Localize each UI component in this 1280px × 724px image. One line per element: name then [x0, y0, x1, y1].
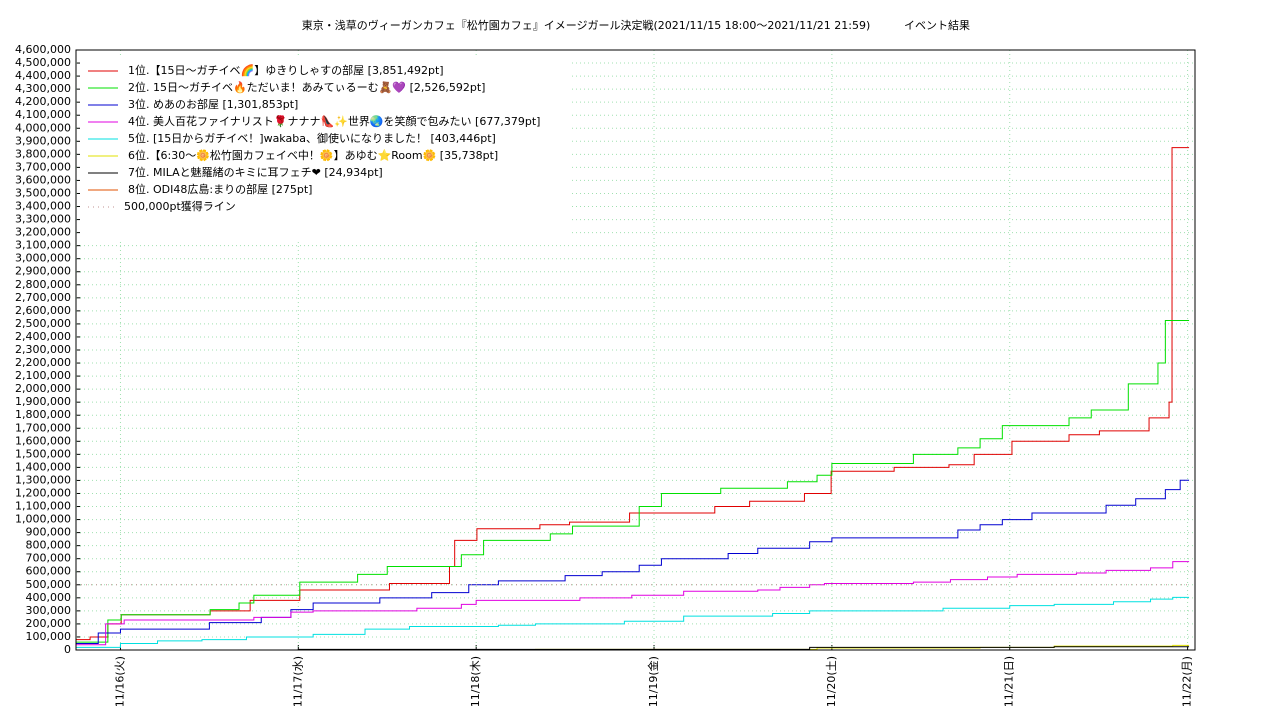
y-tick-label: 4,500,000 [15, 56, 71, 69]
x-tick-label: 11/19(金) [646, 656, 660, 707]
y-tick-label: 2,600,000 [15, 304, 71, 317]
y-tick-label: 2,100,000 [15, 369, 71, 382]
y-tick-label: 3,000,000 [15, 252, 71, 265]
y-tick-label: 4,200,000 [15, 95, 71, 108]
legend-label: 7位. MILAと魅羅緒のキミに耳フェチ❤ [24,934pt] [128, 165, 383, 179]
series-line [76, 480, 1189, 643]
y-tick-label: 1,200,000 [15, 486, 71, 499]
x-tick-label: 11/21(日) [1003, 656, 1016, 707]
chart-subtitle: イベント結果 [904, 18, 970, 32]
legend-label: 500,000pt獲得ライン [124, 200, 236, 213]
y-tick-label: 200,000 [26, 617, 72, 630]
y-tick-label: 2,000,000 [15, 382, 71, 395]
y-tick-label: 1,100,000 [15, 500, 71, 513]
legend-label: 3位. めあのお部屋 [1,301,853pt] [128, 97, 298, 111]
x-tick-label: 11/20(土) [825, 656, 838, 707]
legend-label: 8位. ODI48広島:まりの部屋 [275pt] [128, 182, 312, 196]
y-tick-label: 1,900,000 [15, 395, 71, 408]
y-tick-label: 4,100,000 [15, 108, 71, 121]
x-tick-label: 11/18(木) [469, 656, 482, 707]
y-tick-label: 900,000 [26, 526, 72, 539]
y-tick-label: 2,200,000 [15, 356, 71, 369]
y-tick-label: 1,600,000 [15, 434, 71, 447]
x-tick-label: 11/22(月) [1181, 656, 1194, 707]
y-tick-label: 3,800,000 [15, 147, 71, 160]
y-tick-label: 3,900,000 [15, 134, 71, 147]
legend-label: 5位. [15日からガチイベ！]wakaba、御使いになりました！ [403,4… [128, 131, 496, 145]
y-tick-label: 600,000 [26, 565, 72, 578]
y-tick-label: 3,700,000 [15, 160, 71, 173]
series-line [76, 320, 1189, 642]
legend: 1位.【15日～ガチイベ🌈】ゆきりしゃすの部屋 [3,851,492pt] 2位.… [80, 56, 570, 240]
y-tick-label: 1,000,000 [15, 513, 71, 526]
y-tick-label: 4,000,000 [15, 121, 71, 134]
y-tick-label: 3,200,000 [15, 226, 71, 239]
chart-title: 東京・浅草のヴィーガンカフェ『松竹園カフェ』イメージガール決定戦(2021/11… [302, 18, 871, 32]
y-tick-label: 800,000 [26, 539, 72, 552]
y-tick-label: 100,000 [26, 630, 72, 643]
y-tick-label: 4,300,000 [15, 82, 71, 95]
y-tick-label: 1,400,000 [15, 460, 71, 473]
x-tick-label: 11/17(水) [291, 656, 304, 707]
y-tick-label: 3,600,000 [15, 173, 71, 186]
y-tick-label: 500,000 [26, 578, 72, 591]
y-tick-label: 2,500,000 [15, 317, 71, 330]
y-tick-label: 1,800,000 [15, 408, 71, 421]
y-tick-label: 0 [64, 643, 71, 656]
y-tick-label: 2,900,000 [15, 265, 71, 278]
y-tick-label: 3,400,000 [15, 200, 71, 213]
legend-label: 6位.【6:30～🌼松竹園カフェイベ中！🌼】あゆむ⭐Room🌼 [35,738p… [128, 148, 498, 162]
y-tick-label: 1,300,000 [15, 473, 71, 486]
y-tick-label: 4,400,000 [15, 69, 71, 82]
y-tick-label: 2,300,000 [15, 343, 71, 356]
y-tick-label: 2,700,000 [15, 291, 71, 304]
y-tick-label: 4,600,000 [15, 43, 71, 56]
legend-label: 1位.【15日～ガチイベ🌈】ゆきりしゃすの部屋 [3,851,492pt] [128, 63, 444, 77]
y-tick-label: 300,000 [26, 604, 72, 617]
y-tick-label: 2,400,000 [15, 330, 71, 343]
y-tick-label: 3,100,000 [15, 239, 71, 252]
legend-label: 4位. 美人百花ファイナリスト🌹ナナナ👠✨世界🌏を笑顔で包みたい [677,37… [128, 114, 540, 128]
y-tick-label: 1,700,000 [15, 421, 71, 434]
legend-label: 2位. 15日～ガチイベ🔥ただいま！あみてぃるーむ🧸💜 [2,526,592pt… [128, 80, 485, 94]
y-tick-label: 700,000 [26, 552, 72, 565]
y-tick-label: 3,500,000 [15, 186, 71, 199]
y-tick-label: 3,300,000 [15, 213, 71, 226]
y-tick-label: 400,000 [26, 591, 72, 604]
y-tick-label: 2,800,000 [15, 278, 71, 291]
x-tick-label: 11/16(火) [113, 656, 126, 707]
y-tick-label: 1,500,000 [15, 447, 71, 460]
